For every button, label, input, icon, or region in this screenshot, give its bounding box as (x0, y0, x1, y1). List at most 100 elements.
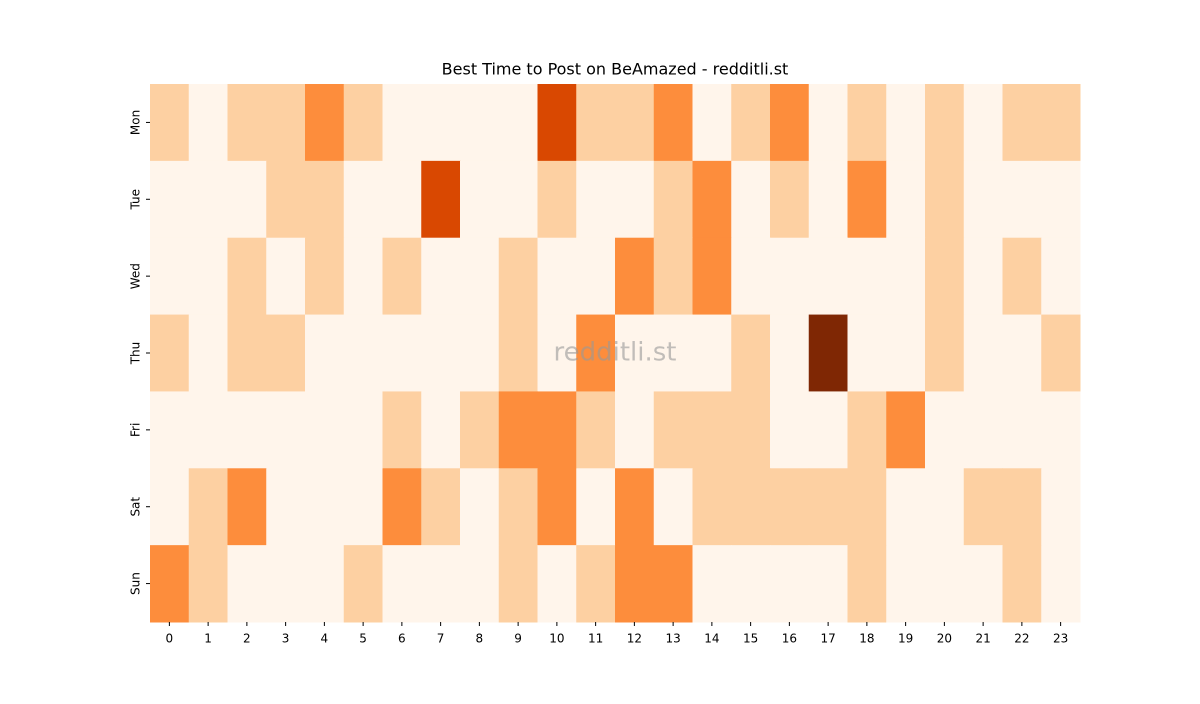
heat-cell (460, 468, 500, 546)
heat-cell (808, 314, 848, 392)
heat-cell (847, 545, 887, 623)
heat-cell (576, 468, 616, 546)
heat-cell (1041, 545, 1081, 623)
heat-cell (150, 545, 190, 623)
heat-cell (266, 468, 306, 546)
heat-cell (731, 468, 771, 546)
heat-cell (731, 391, 771, 469)
heat-cell (460, 391, 500, 469)
heat-cell (266, 160, 306, 239)
heat-cell (537, 468, 577, 546)
heat-cell (343, 84, 383, 162)
heat-cell (1041, 160, 1081, 239)
heat-cell (615, 160, 655, 239)
heat-cell (460, 545, 500, 623)
heat-cell (1041, 84, 1081, 162)
heat-cell (266, 545, 306, 623)
heat-cell (615, 314, 655, 392)
heat-cell (576, 314, 616, 392)
heat-cell (808, 468, 848, 546)
heat-cell (421, 84, 461, 162)
heat-cell (266, 314, 306, 392)
heat-cell (498, 391, 538, 469)
y-tick-label: Tue (129, 189, 143, 211)
heat-cell (188, 391, 228, 469)
heat-cell (1041, 468, 1081, 546)
heat-cell (963, 468, 1003, 546)
heat-cell (498, 314, 538, 392)
heat-cell (305, 160, 345, 239)
x-tick-label: 10 (549, 632, 564, 646)
heat-cell (227, 314, 267, 392)
x-tick-label: 11 (588, 632, 603, 646)
heat-cell (343, 468, 383, 546)
heat-cell (925, 237, 965, 316)
heat-cell (382, 545, 422, 623)
heat-cell (731, 545, 771, 623)
heat-cell (460, 314, 500, 392)
x-tick-label: 6 (398, 632, 406, 646)
x-tick-label: 1 (204, 632, 212, 646)
heat-cell (266, 84, 306, 162)
heat-cell (886, 545, 926, 623)
heat-cell (537, 545, 577, 623)
heat-cell (498, 84, 538, 162)
x-tick-label: 7 (437, 632, 445, 646)
y-tick-label: Mon (129, 110, 143, 135)
heat-cell (421, 545, 461, 623)
heat-cell (692, 391, 732, 469)
heat-cell (692, 545, 732, 623)
heat-cell (963, 545, 1003, 623)
heat-cell (692, 468, 732, 546)
heat-cell (266, 237, 306, 316)
heat-cell (886, 314, 926, 392)
heat-cell (1002, 237, 1042, 316)
heat-cell (615, 237, 655, 316)
heat-cell (460, 84, 500, 162)
y-tick-label: Sun (129, 572, 143, 595)
heat-cell (576, 160, 616, 239)
heat-cell (770, 391, 810, 469)
heat-cell (963, 391, 1003, 469)
heat-cell (963, 314, 1003, 392)
x-tick-label: 20 (937, 632, 952, 646)
x-tick-label: 22 (1014, 632, 1029, 646)
heat-cell (1041, 314, 1081, 392)
heat-cell (770, 160, 810, 239)
heat-cell (150, 160, 190, 239)
heat-cell (1002, 160, 1042, 239)
heat-cell (847, 237, 887, 316)
heat-cell (150, 391, 190, 469)
x-tick-label: 21 (975, 632, 990, 646)
heat-cell (498, 545, 538, 623)
heat-cell (847, 314, 887, 392)
heat-cell (808, 237, 848, 316)
heat-cell (1002, 468, 1042, 546)
heat-cell (963, 84, 1003, 162)
heat-cell (498, 160, 538, 239)
heat-cell (227, 545, 267, 623)
y-tick-label: Sat (129, 497, 143, 517)
heat-cell (653, 545, 693, 623)
y-tick-label: Fri (129, 423, 143, 437)
heat-cell (653, 314, 693, 392)
heat-cell (305, 545, 345, 623)
heat-cell (925, 160, 965, 239)
heat-cell (460, 237, 500, 316)
heat-cell (963, 237, 1003, 316)
heat-cell (305, 237, 345, 316)
heat-cell (460, 160, 500, 239)
heat-cell (615, 84, 655, 162)
x-tick-label: 23 (1053, 632, 1068, 646)
heat-cell (382, 391, 422, 469)
heat-cell (150, 84, 190, 162)
heat-cell (576, 545, 616, 623)
heat-cell (537, 237, 577, 316)
heat-cell (343, 391, 383, 469)
heat-cell (421, 314, 461, 392)
heat-cell (847, 468, 887, 546)
heat-cell (343, 237, 383, 316)
heat-cell (498, 468, 538, 546)
heat-cell (537, 391, 577, 469)
heat-cell (188, 545, 228, 623)
